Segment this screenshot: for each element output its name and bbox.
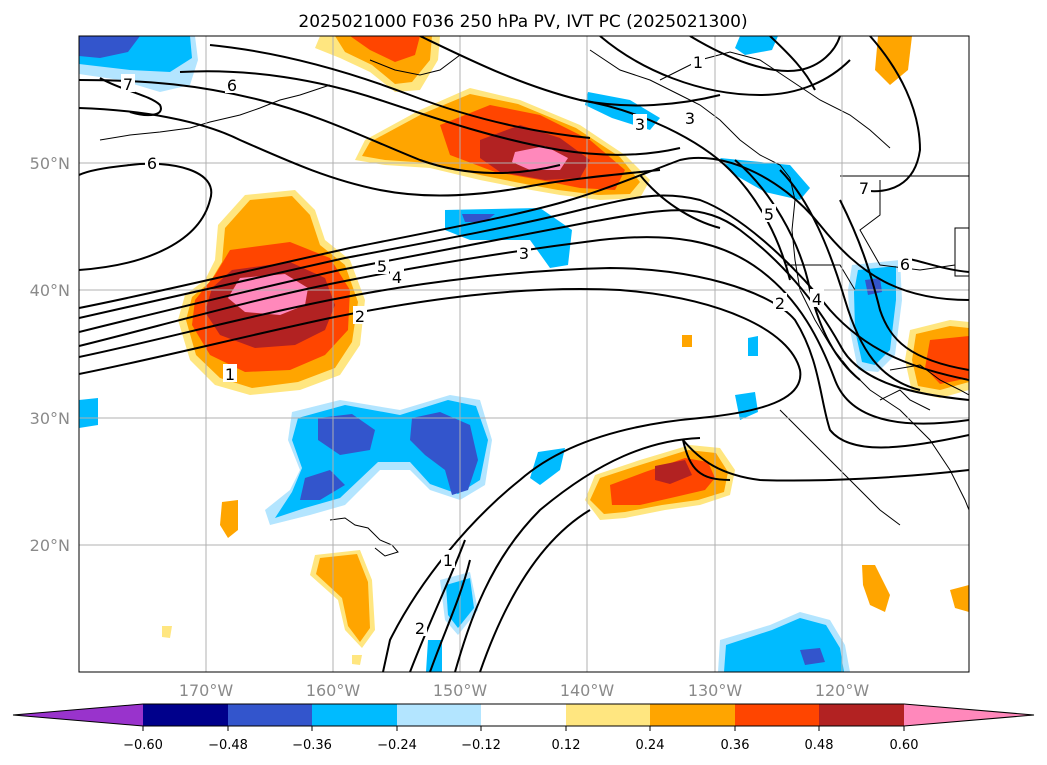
contour-label: 3 bbox=[685, 109, 695, 128]
colorbar-segment bbox=[819, 704, 904, 726]
colorbar-tick-label: −0.60 bbox=[123, 738, 163, 753]
contour-label: 5 bbox=[377, 257, 387, 276]
colorbar-extend-low bbox=[13, 704, 143, 726]
colorbar-tick-label: 0.24 bbox=[636, 738, 665, 753]
map-title: 2025021000 F036 250 hPa PV, IVT PC (2025… bbox=[298, 12, 747, 32]
colorbar-tick-label: 0.36 bbox=[721, 738, 750, 753]
colorbar-segment bbox=[566, 704, 650, 726]
contour-label: 5 bbox=[764, 205, 774, 224]
colorbar-tick-label: 0.12 bbox=[552, 738, 581, 753]
lon-label: 170°W bbox=[179, 681, 234, 700]
colorbar-tick-label: −0.48 bbox=[208, 738, 248, 753]
colorbar-segment bbox=[228, 704, 312, 726]
lon-label: 140°W bbox=[560, 681, 615, 700]
positive-anomaly-fills bbox=[162, 36, 969, 665]
lon-label: 160°W bbox=[306, 681, 361, 700]
colorbar-segment bbox=[397, 704, 481, 726]
colorbar-tick-label: 0.60 bbox=[890, 738, 919, 753]
lat-label: 20°N bbox=[30, 536, 70, 555]
longitude-labels: 170°W 160°W 150°W 140°W 130°W 120°W bbox=[179, 681, 870, 700]
contour-label: 2 bbox=[355, 307, 365, 326]
lon-label: 120°W bbox=[815, 681, 870, 700]
map-frame bbox=[78, 35, 970, 673]
lon-label: 130°W bbox=[688, 681, 743, 700]
contour-label: 7 bbox=[123, 75, 133, 94]
colorbar-tick-label: −0.36 bbox=[292, 738, 332, 753]
colorbar-segment bbox=[312, 704, 397, 726]
colorbar: −0.60 −0.48 −0.36 −0.24 −0.12 0.12 0.24 … bbox=[12, 703, 1035, 753]
colorbar-segment bbox=[481, 704, 566, 726]
colorbar-segment bbox=[143, 704, 228, 726]
contour-label: 6 bbox=[147, 154, 157, 173]
gridlines bbox=[79, 36, 969, 672]
contour-label: 1 bbox=[693, 53, 703, 72]
negative-anomaly-fills bbox=[79, 36, 902, 672]
colorbar-tick-label: −0.12 bbox=[461, 738, 501, 753]
colorbar-tick-label: −0.24 bbox=[377, 738, 417, 753]
contour-labels: 7 6 6 5 4 3 3 2 1 1 2 1 2 4 bbox=[121, 52, 912, 638]
colorbar-extend-high bbox=[904, 704, 1034, 726]
contour-label: 3 bbox=[635, 115, 645, 134]
contour-label: 2 bbox=[415, 619, 425, 638]
lon-label: 150°W bbox=[433, 681, 488, 700]
map-panel: 7 6 6 5 4 3 3 2 1 1 2 1 2 4 bbox=[79, 36, 969, 672]
colorbar-tick-label: 0.48 bbox=[805, 738, 834, 753]
colorbar-segment bbox=[650, 704, 735, 726]
contour-label: 4 bbox=[392, 268, 402, 287]
lat-label: 30°N bbox=[30, 409, 70, 428]
colorbar-segment bbox=[735, 704, 819, 726]
contour-label: 6 bbox=[900, 255, 910, 274]
colorbar-ticks bbox=[142, 726, 905, 731]
contour-label: 6 bbox=[227, 76, 237, 95]
lat-label: 40°N bbox=[30, 281, 70, 300]
contour-label: 1 bbox=[225, 365, 235, 384]
ivt-contours bbox=[79, 36, 969, 672]
lat-label: 50°N bbox=[30, 154, 70, 173]
contour-label: 3 bbox=[519, 244, 529, 263]
contour-label: 1 bbox=[443, 551, 453, 570]
contour-label: 7 bbox=[859, 179, 869, 198]
contour-label: 4 bbox=[812, 290, 822, 309]
contour-label: 2 bbox=[775, 294, 785, 313]
latitude-labels: 50°N 40°N 30°N 20°N bbox=[30, 154, 70, 555]
